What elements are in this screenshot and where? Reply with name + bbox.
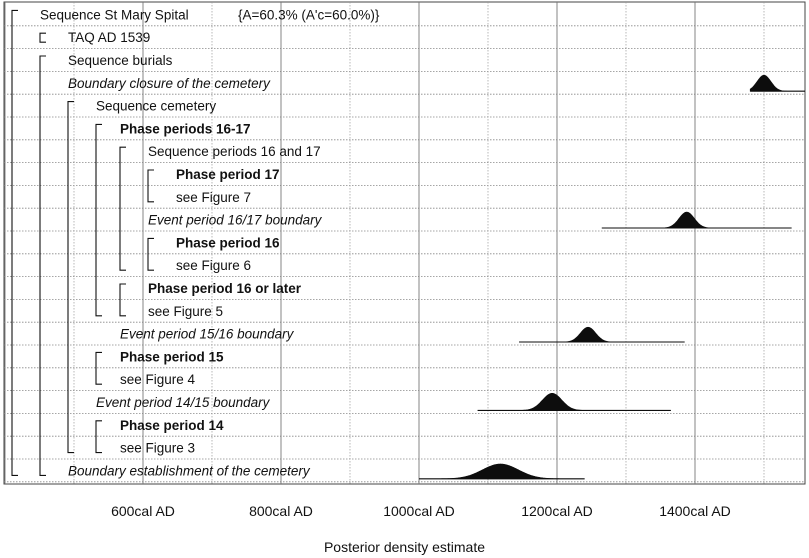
row-label: see Figure 5 bbox=[148, 304, 223, 319]
density-curve bbox=[749, 74, 805, 92]
row-label: Phase period 16 bbox=[176, 235, 280, 250]
sequence-bracket bbox=[39, 32, 46, 43]
row-label: Phase period 15 bbox=[120, 349, 224, 364]
x-tick-label: 1000cal AD bbox=[383, 503, 455, 519]
row-labels: Sequence St Mary Spital TAQ AD 1539 Sequen… bbox=[40, 7, 380, 478]
sequence-bracket bbox=[119, 283, 126, 317]
gridlines bbox=[4, 2, 805, 484]
sequence-bracket bbox=[95, 420, 102, 454]
model-agreement-index: {A=60.3% (A'c=60.0%)} bbox=[238, 7, 380, 22]
x-tick-label: 1200cal AD bbox=[521, 503, 593, 519]
row-label: TAQ AD 1539 bbox=[68, 30, 150, 45]
sequence-bracket bbox=[95, 351, 102, 385]
sequence-bracket bbox=[95, 123, 102, 317]
row-label: see Figure 7 bbox=[176, 190, 251, 205]
row-label: see Figure 3 bbox=[120, 441, 195, 456]
plot-frame bbox=[3, 1, 806, 485]
row-label: Phase period 14 bbox=[120, 418, 224, 433]
density-curve bbox=[601, 211, 792, 229]
x-tick-label: 600cal AD bbox=[111, 503, 175, 519]
row-label: Phase period 17 bbox=[176, 167, 280, 182]
sequence-bracket bbox=[147, 237, 154, 271]
row-label: Event period 16/17 boundary bbox=[148, 213, 323, 228]
sequence-bracket bbox=[147, 169, 154, 203]
row-label: Phase periods 16-17 bbox=[120, 121, 251, 136]
row-label: Sequence periods 16 and 17 bbox=[148, 144, 321, 159]
x-tick-label: 1400cal AD bbox=[659, 503, 731, 519]
plot-border bbox=[3, 1, 806, 485]
density-curve bbox=[519, 326, 685, 343]
row-label: see Figure 6 bbox=[176, 258, 251, 273]
row-label: Event period 14/15 boundary bbox=[96, 395, 271, 410]
row-label: see Figure 4 bbox=[120, 372, 196, 387]
row-label: Sequence cemetery bbox=[96, 99, 216, 114]
sequence-bracket bbox=[11, 9, 18, 476]
x-tick-label: 800cal AD bbox=[249, 503, 313, 519]
sequence-bracket bbox=[39, 55, 46, 476]
density-curve bbox=[419, 463, 585, 480]
row-label: Event period 15/16 boundary bbox=[120, 327, 295, 342]
x-axis-ticks: 600cal AD 800cal AD 1000cal AD 1200cal AD 14… bbox=[111, 503, 731, 519]
row-label: Sequence St Mary Spital bbox=[40, 7, 189, 22]
sequence-bracket bbox=[67, 101, 74, 454]
x-axis-label: Posterior density estimate bbox=[324, 539, 485, 555]
density-curve bbox=[477, 392, 671, 411]
row-label: Phase period 16 or later bbox=[148, 281, 302, 296]
row-label: Boundary closure of the cemetery bbox=[68, 76, 271, 91]
bracket-lines bbox=[11, 9, 154, 476]
sequence-bracket bbox=[119, 146, 126, 271]
density-curves bbox=[419, 74, 805, 480]
row-label: Sequence burials bbox=[68, 53, 173, 68]
row-label: Boundary establishment of the cemetery bbox=[68, 463, 311, 478]
